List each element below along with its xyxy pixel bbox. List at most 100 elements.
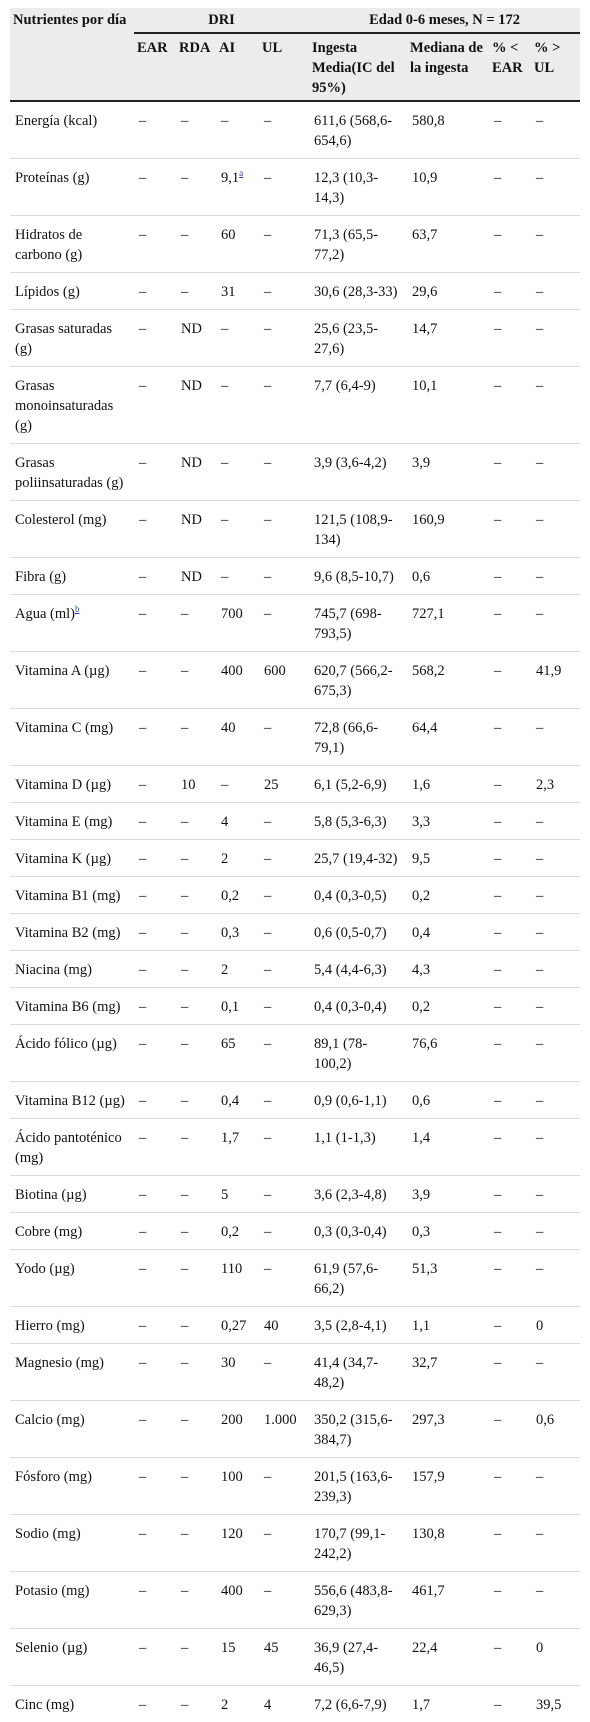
cell-pct-below-ear-text: – [494,814,501,830]
cell-pct-below-ear-text: – [494,606,501,622]
cell-pct-below-ear: – [489,1572,531,1629]
cell-rda: – [176,595,216,652]
table-row: Fósforo (mg)––100–201,5 (163,6-239,3)157… [10,1458,580,1515]
cell-nutrient: Vitamina K (µg) [10,840,134,877]
cell-pct-above-ul: – [531,840,580,877]
cell-pct-below-ear-text: – [494,1318,501,1334]
cell-ear-text: – [139,777,146,793]
cell-ear-text: – [139,663,146,679]
cell-median-intake-text: 22,4 [412,1640,437,1656]
cell-ear-text: – [139,1261,146,1277]
cell-ul-text: – [264,321,271,337]
cell-pct-below-ear: – [489,1686,531,1722]
cell-mean-intake: 0,3 (0,3-0,4) [309,1213,407,1250]
table-row: Vitamina B1 (mg)––0,2–0,4 (0,3-0,5)0,2–– [10,877,580,914]
cell-ear: – [134,216,176,273]
footnote-link[interactable]: a [239,168,243,178]
cell-ai: – [216,367,259,444]
cell-ul: – [259,1515,309,1572]
header-rda: RDA [176,33,216,101]
cell-median-intake: 568,2 [407,652,489,709]
cell-pct-below-ear: – [489,1458,531,1515]
cell-ul-text: – [264,227,271,243]
cell-pct-above-ul-text: – [536,1355,543,1371]
cell-mean-intake: 745,7 (698-793,5) [309,595,407,652]
cell-rda: – [176,840,216,877]
cell-pct-below-ear-text: – [494,663,501,679]
cell-median-intake: 0,6 [407,1082,489,1119]
cell-pct-below-ear-text: – [494,1355,501,1371]
cell-ai: 15 [216,1629,259,1686]
cell-pct-above-ul: – [531,1119,580,1176]
cell-ear-text: – [139,925,146,941]
cell-ear-text: – [139,227,146,243]
table-row: Cobre (mg)––0,2–0,3 (0,3-0,4)0,3–– [10,1213,580,1250]
cell-pct-above-ul-text: – [536,1261,543,1277]
cell-nutrient-text: Vitamina K (µg) [15,851,111,867]
cell-pct-above-ul-text: – [536,962,543,978]
cell-ear: – [134,1119,176,1176]
cell-pct-above-ul-text: – [536,227,543,243]
cell-ai: 4 [216,803,259,840]
cell-ul-text: – [264,1526,271,1542]
cell-pct-above-ul: – [531,803,580,840]
cell-ai-text: 60 [221,227,236,243]
cell-median-intake-text: 0,2 [412,999,430,1015]
cell-median-intake-text: 14,7 [412,321,437,337]
cell-rda-text: – [181,1640,188,1656]
cell-median-intake: 1,4 [407,1119,489,1176]
cell-mean-intake-text: 9,6 (8,5-10,7) [314,569,394,585]
cell-nutrient-text: Niacina (mg) [15,962,92,978]
cell-ear: – [134,1458,176,1515]
cell-median-intake: 130,8 [407,1515,489,1572]
cell-rda-text: – [181,888,188,904]
cell-median-intake-text: 568,2 [412,663,445,679]
cell-rda: – [176,1119,216,1176]
cell-median-intake: 29,6 [407,273,489,310]
cell-mean-intake: 6,1 (5,2-6,9) [309,766,407,803]
cell-ai: 31 [216,273,259,310]
cell-rda: – [176,914,216,951]
cell-mean-intake: 611,6 (568,6-654,6) [309,101,407,159]
cell-median-intake: 32,7 [407,1344,489,1401]
cell-pct-above-ul: – [531,1515,580,1572]
cell-pct-above-ul-text: – [536,1093,543,1109]
cell-pct-above-ul-text: – [536,888,543,904]
cell-nutrient-text: Biotina (µg) [15,1187,87,1203]
table-row: Grasas poliinsaturadas (g)–ND––3,9 (3,6-… [10,444,580,501]
cell-ai-text: 4 [221,814,228,830]
cell-rda: ND [176,558,216,595]
cell-rda: – [176,877,216,914]
header-pct-below-ear: % < EAR [489,33,531,101]
table-row: Ácido fólico (µg)––65–89,1 (78-100,2)76,… [10,1025,580,1082]
cell-rda: – [176,1307,216,1344]
cell-ul: – [259,1250,309,1307]
cell-ear-text: – [139,1318,146,1334]
cell-pct-above-ul-text: – [536,851,543,867]
cell-ear: – [134,877,176,914]
cell-nutrient: Hidratos de carbono (g) [10,216,134,273]
cell-nutrient: Energía (kcal) [10,101,134,159]
cell-ear: – [134,1344,176,1401]
cell-pct-below-ear: – [489,310,531,367]
cell-mean-intake-text: 0,4 (0,3-0,4) [314,999,387,1015]
table-row: Yodo (µg)––110–61,9 (57,6-66,2)51,3–– [10,1250,580,1307]
cell-rda: – [176,709,216,766]
cell-nutrient: Cobre (mg) [10,1213,134,1250]
cell-rda-text: – [181,1412,188,1428]
cell-ear-text: – [139,1526,146,1542]
cell-mean-intake-text: 41,4 (34,7-48,2) [314,1355,378,1391]
footnote-link[interactable]: b [75,604,80,614]
cell-rda: – [176,1458,216,1515]
cell-ai: 65 [216,1025,259,1082]
cell-median-intake-text: 1,6 [412,777,430,793]
cell-ear: – [134,1025,176,1082]
cell-nutrient-text: Yodo (µg) [15,1261,75,1277]
cell-pct-below-ear: – [489,951,531,988]
cell-pct-below-ear-text: – [494,227,501,243]
cell-ul: – [259,1119,309,1176]
cell-pct-above-ul: 41,9 [531,652,580,709]
cell-ear-text: – [139,606,146,622]
cell-pct-below-ear-text: – [494,455,501,471]
